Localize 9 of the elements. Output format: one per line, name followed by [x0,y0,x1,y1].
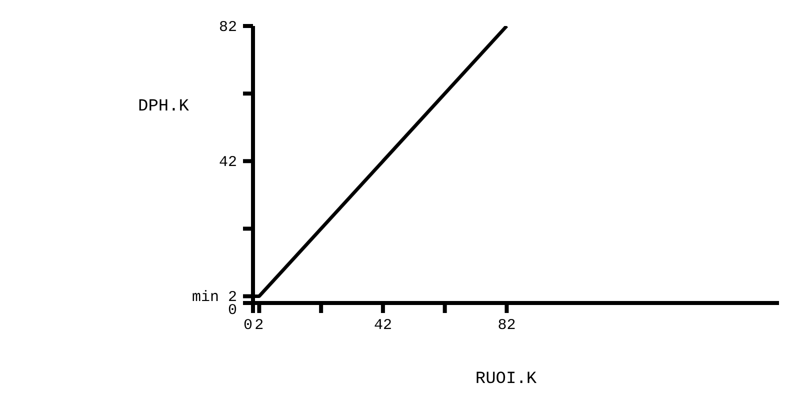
y-tick-label: 82 [218,19,237,36]
x-axis-title: RUOI.K [475,370,538,389]
x-tick-label: 0 [243,317,253,334]
x-tick-label: 82 [498,317,516,334]
y-axis-title: DPH.K [138,98,190,117]
y-tick-label: 0 [228,302,237,319]
x-tick-label: 42 [374,317,392,334]
y-tick-label: 42 [218,154,237,172]
x-tick-label: 2 [254,317,264,334]
